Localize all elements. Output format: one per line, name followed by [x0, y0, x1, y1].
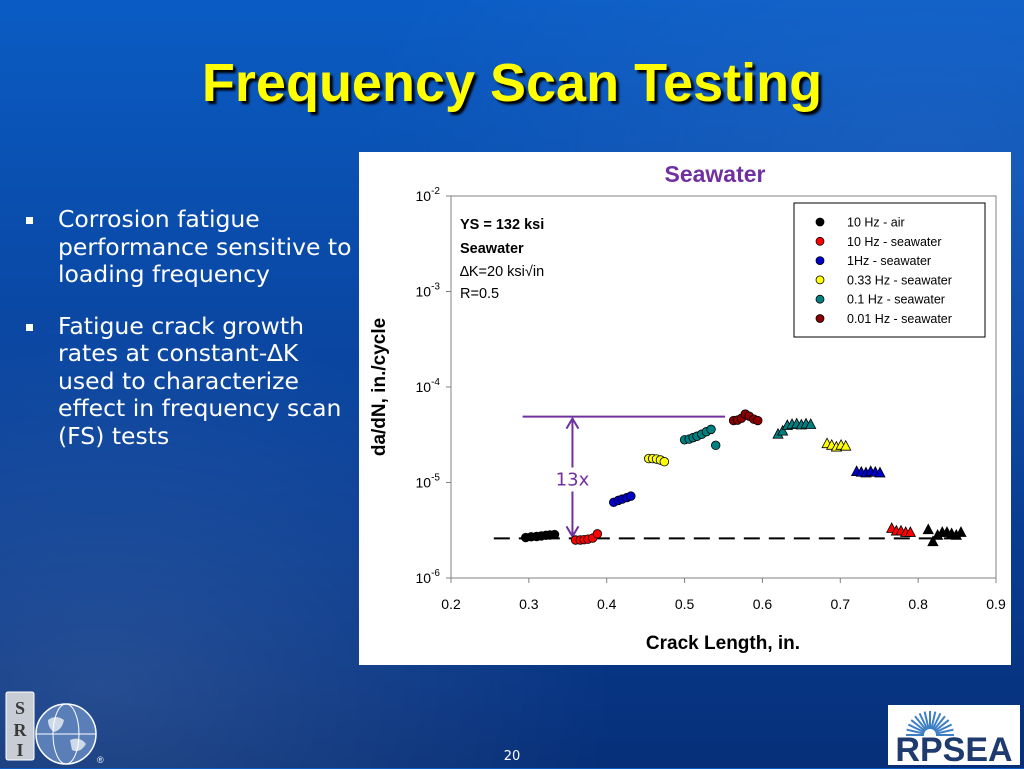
y-tick-label: 10-3	[416, 282, 441, 300]
x-tick-label: 0.9	[986, 596, 1006, 612]
rpsea-ray	[934, 723, 953, 734]
legend-marker	[815, 217, 825, 227]
data-point	[626, 491, 636, 501]
rpsea-ray	[934, 719, 950, 733]
data-point-triangle	[840, 439, 852, 451]
rpsea-ray	[935, 728, 954, 735]
legend-marker	[815, 294, 825, 304]
data-point-triangle	[927, 535, 939, 547]
legend-label: 10 Hz - seawater	[847, 235, 941, 249]
rpsea-logo-text: RPSEA	[895, 731, 1012, 765]
data-point-triangle	[874, 466, 886, 478]
registered-mark: ®	[97, 755, 104, 765]
bullet-text: Corrosion fatigue performance sensitive …	[58, 205, 352, 288]
info-box: YS = 132 ksi Seawater ∆K=20 ksi√in R=0.5	[460, 217, 544, 302]
rpsea-ray	[918, 712, 929, 731]
x-tick-label: 0.8	[908, 596, 928, 612]
y-tick-label: 10-5	[416, 473, 441, 491]
globe-land	[48, 717, 86, 752]
rpsea-ray	[932, 715, 946, 731]
data-point	[549, 529, 560, 540]
chart-title: Seawater	[664, 161, 765, 187]
annotation-label-bg	[547, 467, 598, 492]
rpsea-ray	[910, 719, 926, 733]
swri-badge-letters: R	[14, 720, 28, 740]
x-tick-label: 0.7	[831, 596, 851, 612]
legend-marker	[815, 275, 825, 285]
x-tick-label: 0.4	[597, 596, 617, 612]
x-tick-label: 0.6	[753, 596, 773, 612]
slide-title: Frequency Scan Testing	[201, 53, 823, 113]
data-point	[711, 440, 721, 451]
x-axis-label: Crack Length, in.	[646, 633, 800, 654]
legend-marker	[815, 256, 825, 265]
rpsea-logo-svg: RPSEA	[895, 711, 1013, 769]
info-line: YS = 132 ksi	[460, 217, 544, 233]
legend: 10 Hz - air 10 Hz - seawater 1Hz - seawate…	[793, 202, 986, 338]
slide-number: 20	[503, 749, 521, 764]
data-points	[521, 409, 967, 547]
swri-badge-letters: I	[16, 740, 23, 760]
chart-panel: Seawater 0.2 0.3 0.4 0.5 0.6 0.7 0.8 0.9 10-2 10…	[359, 152, 1011, 665]
annotation-label: 13x	[556, 469, 590, 490]
y-axis-label: da/dN, in./cycle	[369, 318, 390, 456]
data-point-triangle	[955, 526, 967, 537]
info-line: R=0.5	[460, 286, 499, 302]
rpsea-logo: RPSEA	[888, 705, 1020, 769]
chart-svg: Seawater 0.2 0.3 0.4 0.5 0.6 0.7 0.8 0.9 10-210…	[369, 161, 1006, 654]
rpsea-ray	[914, 715, 928, 731]
y-tick-label: 10-6	[416, 568, 441, 586]
x-tick-label: 0.5	[675, 596, 695, 612]
legend-label: 1Hz - seawater	[847, 254, 931, 268]
bullet-list: Corrosion fatigue performance sensitive …	[22, 205, 352, 474]
rpsea-ray	[931, 712, 942, 731]
bullet-square-icon	[26, 323, 33, 331]
data-point	[659, 457, 670, 467]
y-axis: 10-2 10-3 10-4 10-5 10-6	[416, 186, 451, 586]
rpsea-ray	[907, 723, 926, 734]
annotation-arrowhead-up	[565, 416, 580, 430]
bullet-square-icon	[26, 217, 33, 224]
rpsea-ray	[906, 728, 925, 735]
bullet-item: Fatigue crack growth rates at constant-∆…	[22, 311, 352, 451]
y-tick-label: 10-2	[416, 186, 441, 204]
legend-label: 0.01 Hz - seawater	[847, 312, 952, 326]
data-point	[706, 424, 716, 435]
swri-badge-letters: S	[15, 698, 25, 718]
legend-box	[793, 202, 986, 338]
annotation-layer: 13x	[522, 415, 726, 539]
x-tick-label: 0.3	[519, 596, 539, 612]
legend-label: 0.33 Hz - seawater	[847, 273, 952, 287]
bullet-text: Fatigue crack growth rates at constant-∆…	[58, 311, 342, 450]
x-axis: 0.2 0.3 0.4 0.5 0.6 0.7 0.8 0.9	[441, 578, 1006, 612]
data-point-triangle	[922, 523, 934, 535]
rpsea-ray	[923, 711, 930, 730]
x-tick-label: 0.2	[441, 596, 461, 612]
data-point-triangle	[904, 526, 917, 537]
data-point-triangle	[805, 418, 817, 429]
y-tick-label: 10-4	[416, 377, 441, 395]
legend-label: 10 Hz - air	[847, 216, 905, 230]
info-line: ∆K=20 ksi√in	[460, 264, 544, 280]
data-point	[592, 529, 603, 539]
swri-logo: S R I ®	[5, 691, 104, 765]
swri-badge	[5, 691, 35, 761]
legend-label: 0.1 Hz - seawater	[847, 293, 945, 307]
bullet-item: Corrosion fatigue performance sensitive …	[22, 205, 352, 289]
legend-marker	[815, 314, 825, 323]
rpsea-sunburst-icon	[906, 711, 954, 736]
info-line: Seawater	[460, 241, 524, 257]
data-point-triangle	[777, 424, 789, 436]
data-point	[753, 415, 763, 426]
annotation-arrowhead-down	[565, 525, 580, 539]
legend-marker	[815, 236, 825, 246]
rpsea-ray	[930, 711, 937, 730]
